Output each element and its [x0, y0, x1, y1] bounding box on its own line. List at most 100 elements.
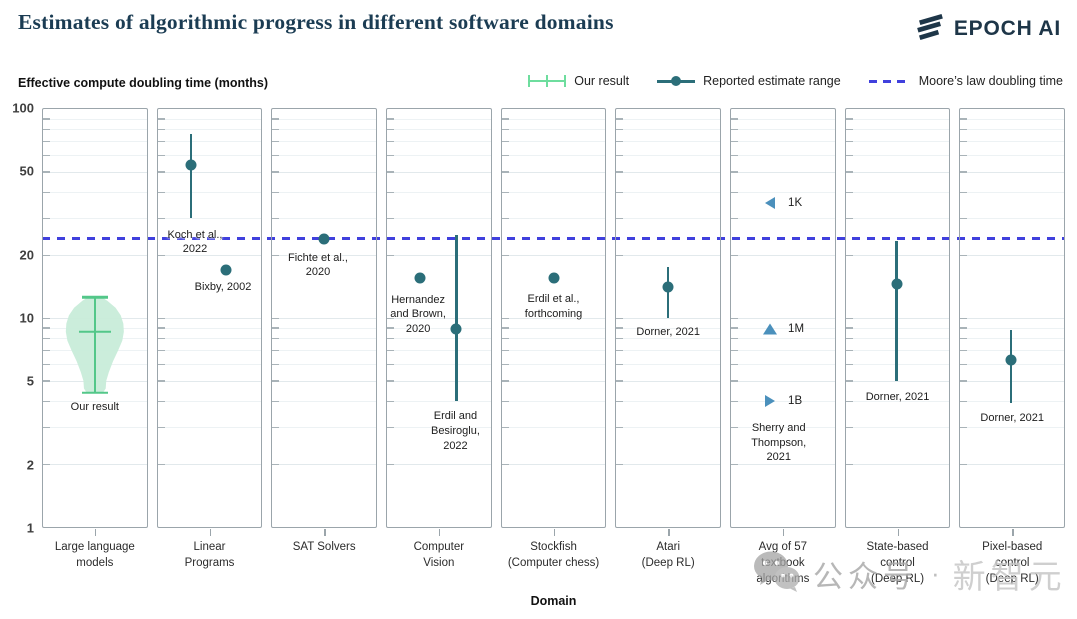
axis-tick: [845, 327, 853, 329]
axis-tick: [501, 327, 509, 329]
estimate-point: [185, 159, 197, 171]
gridline: [616, 464, 721, 466]
y-axis-title: Effective compute doubling time (months): [18, 76, 269, 90]
axis-tick: [43, 400, 50, 403]
axis-tick: [845, 128, 853, 131]
gridline: [960, 464, 1065, 466]
gridline: [845, 380, 950, 382]
gridline: [501, 338, 606, 340]
gridline: [845, 427, 950, 429]
axis-tick: [845, 217, 853, 220]
gridline: [157, 318, 262, 319]
y-tick-label: 10: [19, 310, 34, 326]
triangle-left-icon: [765, 197, 776, 209]
axis-tick: [272, 363, 280, 366]
annotation-label: Erdil and Besiroglu, 2022: [430, 410, 480, 452]
gridline: [960, 141, 1065, 143]
annotation-label: Erdil et al., forthcoming: [524, 293, 583, 320]
gridline: [731, 118, 835, 120]
axis-tick: [157, 317, 165, 319]
epoch-slashes-icon: [915, 13, 945, 45]
gridline: [731, 338, 835, 340]
legend-label: Our result: [574, 74, 630, 88]
violin-median-line: [78, 330, 111, 333]
axis-tick: [43, 154, 50, 157]
axis-tick: [845, 118, 853, 120]
gridline: [731, 380, 835, 382]
axis-tick: [616, 217, 624, 220]
gridline: [960, 118, 1065, 120]
axis-tick: [157, 380, 165, 382]
y-tick-label: 100: [12, 100, 34, 116]
axis-tick: [960, 317, 968, 319]
axis-tick: [501, 463, 509, 466]
axis-tick: [501, 140, 509, 143]
axis-tick: [616, 349, 624, 352]
annotation-label: Koch et al., 2022: [167, 228, 223, 256]
gridline: [960, 427, 1065, 429]
axis-tick: [616, 400, 624, 403]
annotation-label: Fichte et al., 2020: [287, 251, 348, 279]
axis-tick: [845, 337, 853, 340]
axis-tick: [387, 363, 395, 366]
gridline: [387, 364, 491, 366]
axis-tick: [501, 154, 509, 157]
gridline: [157, 380, 262, 382]
axis-tick: [501, 400, 509, 403]
x-axis-tick: [782, 529, 785, 536]
estimate-range-swatch-icon: [657, 74, 696, 88]
y-tick-label: 2: [26, 457, 34, 473]
axis-tick: [731, 140, 739, 143]
axis-tick: [616, 191, 624, 194]
axis-tick: [387, 337, 395, 340]
annotation-label: Hernandez and Brown, 2020: [390, 293, 446, 335]
moores-law-swatch-icon: [868, 79, 911, 83]
gridline: [616, 318, 721, 319]
axis-tick: [501, 349, 509, 352]
x-label-atari-deep-rl: Atari (Deep RL): [641, 541, 695, 570]
gridline: [272, 380, 377, 382]
axis-tick: [845, 191, 853, 194]
axis-tick: [501, 217, 509, 220]
axis-tick: [616, 118, 624, 120]
gridline: [157, 141, 262, 143]
gridline: [731, 401, 835, 403]
gridline: [387, 255, 491, 257]
gridline: [272, 318, 377, 319]
axis-tick: [272, 317, 280, 319]
axis-tick: [43, 349, 50, 352]
axis-tick: [387, 426, 395, 429]
axis-tick: [157, 118, 165, 120]
gridline: [387, 141, 491, 143]
gridline: [387, 464, 491, 466]
gridline: [731, 350, 835, 352]
gridline: [272, 218, 377, 220]
axis-tick: [272, 337, 280, 340]
axis-tick: [157, 191, 165, 194]
y-tick-label: 50: [19, 163, 34, 179]
gridline: [157, 427, 262, 429]
axis-tick: [960, 337, 968, 340]
axis-tick: [272, 463, 280, 466]
axis-tick: [387, 349, 395, 352]
axis-tick: [960, 128, 968, 131]
axis-tick: [387, 327, 395, 329]
x-label-stockfish-computer-chess: Stockfish (Computer chess): [507, 541, 600, 570]
gridline: [501, 380, 606, 382]
axis-tick: [43, 463, 50, 466]
axis-tick: [272, 349, 280, 352]
gridline: [272, 155, 377, 157]
axis-tick: [960, 349, 968, 352]
axis-tick: [501, 128, 509, 131]
axis-tick: [272, 327, 280, 329]
gridline: [501, 171, 606, 173]
gridline: [272, 141, 377, 143]
axis-tick: [387, 254, 395, 257]
legend-label: Moore’s law doubling time: [918, 74, 1063, 88]
x-label-computer-vision: Computer Vision: [413, 541, 465, 570]
axis-tick: [731, 400, 739, 403]
gridline: [272, 118, 377, 120]
axis-tick: [501, 191, 509, 194]
triangle-value-label: 1B: [788, 395, 803, 408]
axis-tick: [616, 363, 624, 366]
